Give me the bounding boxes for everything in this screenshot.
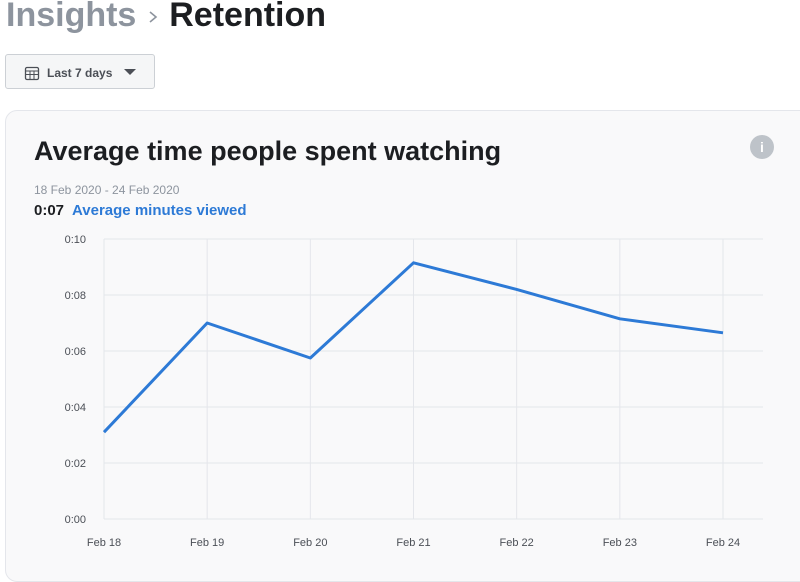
breadcrumb-current: Retention <box>169 0 327 34</box>
y-tick-label: 0:08 <box>65 290 86 302</box>
chart: Average time people spent watching i 18 … <box>34 135 774 549</box>
y-tick-label: 0:02 <box>65 458 86 470</box>
x-tick-label: Feb 20 <box>293 537 327 549</box>
chart-card <box>5 110 800 582</box>
breadcrumb-parent[interactable]: Insights <box>6 0 137 34</box>
chevron <box>149 11 158 23</box>
x-tick-label: Feb 19 <box>190 537 224 549</box>
breadcrumb: Insights Retention <box>6 0 326 35</box>
summary-value: 0:07 <box>34 202 64 219</box>
y-tick-label: 0:10 <box>65 234 86 246</box>
date-filter[interactable]: Last 7 days <box>5 54 155 89</box>
calendar-icon <box>24 66 40 81</box>
page: {"header": {"parent": "Insights", "title… <box>5 0 800 582</box>
y-tick-label: 0:04 <box>65 402 86 414</box>
info-icon[interactable] <box>750 135 774 159</box>
date-range: 18 Feb 2020 - 24 Feb 2020 <box>34 183 180 197</box>
x-tick-label: Feb 23 <box>603 537 637 549</box>
legend-label: Average minutes viewed <box>72 202 247 219</box>
info-glyph: i <box>760 139 764 155</box>
x-tick-label: Feb 22 <box>500 537 534 549</box>
line-series <box>102 261 724 434</box>
y-tick-label: 0:00 <box>65 514 86 526</box>
x-tick-label: Feb 18 <box>87 537 121 549</box>
filter-label: Last 7 days <box>47 66 113 80</box>
y-tick-label: 0:06 <box>65 346 86 358</box>
chart-title: Average time people spent watching <box>34 136 501 166</box>
x-tick-label: Feb 24 <box>706 537 740 549</box>
x-tick-label: Feb 21 <box>396 537 430 549</box>
caret <box>124 69 136 75</box>
